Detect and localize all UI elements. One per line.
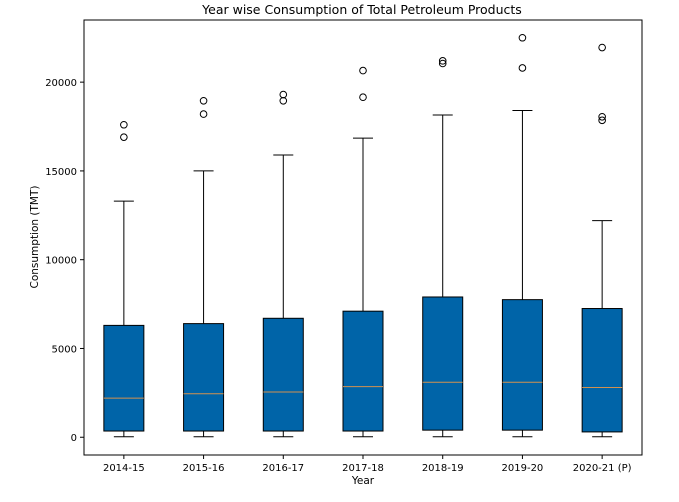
outlier-point <box>359 93 367 102</box>
box <box>103 324 145 432</box>
box-group-2015-16 <box>183 96 225 438</box>
box-group-2016-17 <box>262 90 304 438</box>
outlier-point <box>120 120 128 129</box>
box <box>422 296 464 431</box>
y-tick-label: 15000 <box>45 167 77 178</box>
x-tick-label: 2017-18 <box>342 463 384 474</box>
outlier-point <box>359 66 367 75</box>
outlier-point <box>199 96 208 105</box>
outlier-point <box>518 33 527 42</box>
plot-area <box>103 33 623 438</box>
outlier-point <box>598 116 606 125</box>
x-tick-label: 2019-20 <box>502 463 544 474</box>
chart-title: Year wise Consumption of Total Petroleum… <box>201 2 522 17</box>
box-group-2017-18 <box>342 66 384 438</box>
outlier-point <box>518 64 527 72</box>
y-tick-label: 10000 <box>45 256 77 267</box>
box <box>501 299 543 431</box>
box-group-2020-21 (P) <box>581 43 623 438</box>
x-tick-label: 2015-16 <box>183 463 225 474</box>
box-group-2019-20 <box>501 33 543 438</box>
x-tick-label: 2020-21 (P) <box>573 463 632 474</box>
box <box>342 310 384 432</box>
outlier-point <box>438 59 447 68</box>
box <box>183 323 225 432</box>
outlier-point <box>438 57 447 65</box>
box <box>581 308 623 433</box>
outlier-point <box>120 133 128 141</box>
box-group-2018-19 <box>422 57 464 438</box>
outlier-point <box>199 110 208 118</box>
x-axis-label: Year <box>351 475 375 487</box>
y-axis-label: Consumption (TMT) <box>29 186 41 289</box>
outlier-point <box>279 90 288 99</box>
x-tick-label: 2018-19 <box>422 463 464 474</box>
y-tick-label: 20000 <box>45 78 77 89</box>
outlier-point <box>598 43 606 52</box>
y-tick-label: 5000 <box>52 344 77 355</box>
x-tick-label: 2016-17 <box>262 463 304 474</box>
box-group-2014-15 <box>103 120 145 438</box>
y-tick-label: 0 <box>71 433 77 444</box>
box <box>262 317 304 432</box>
x-tick-label: 2014-15 <box>103 463 145 474</box>
axes: 0 5000 10000 15000 20000 2014-15 2015-16 2016-1… <box>45 19 643 474</box>
outlier-point <box>598 112 606 121</box>
outlier-point <box>279 96 288 105</box>
